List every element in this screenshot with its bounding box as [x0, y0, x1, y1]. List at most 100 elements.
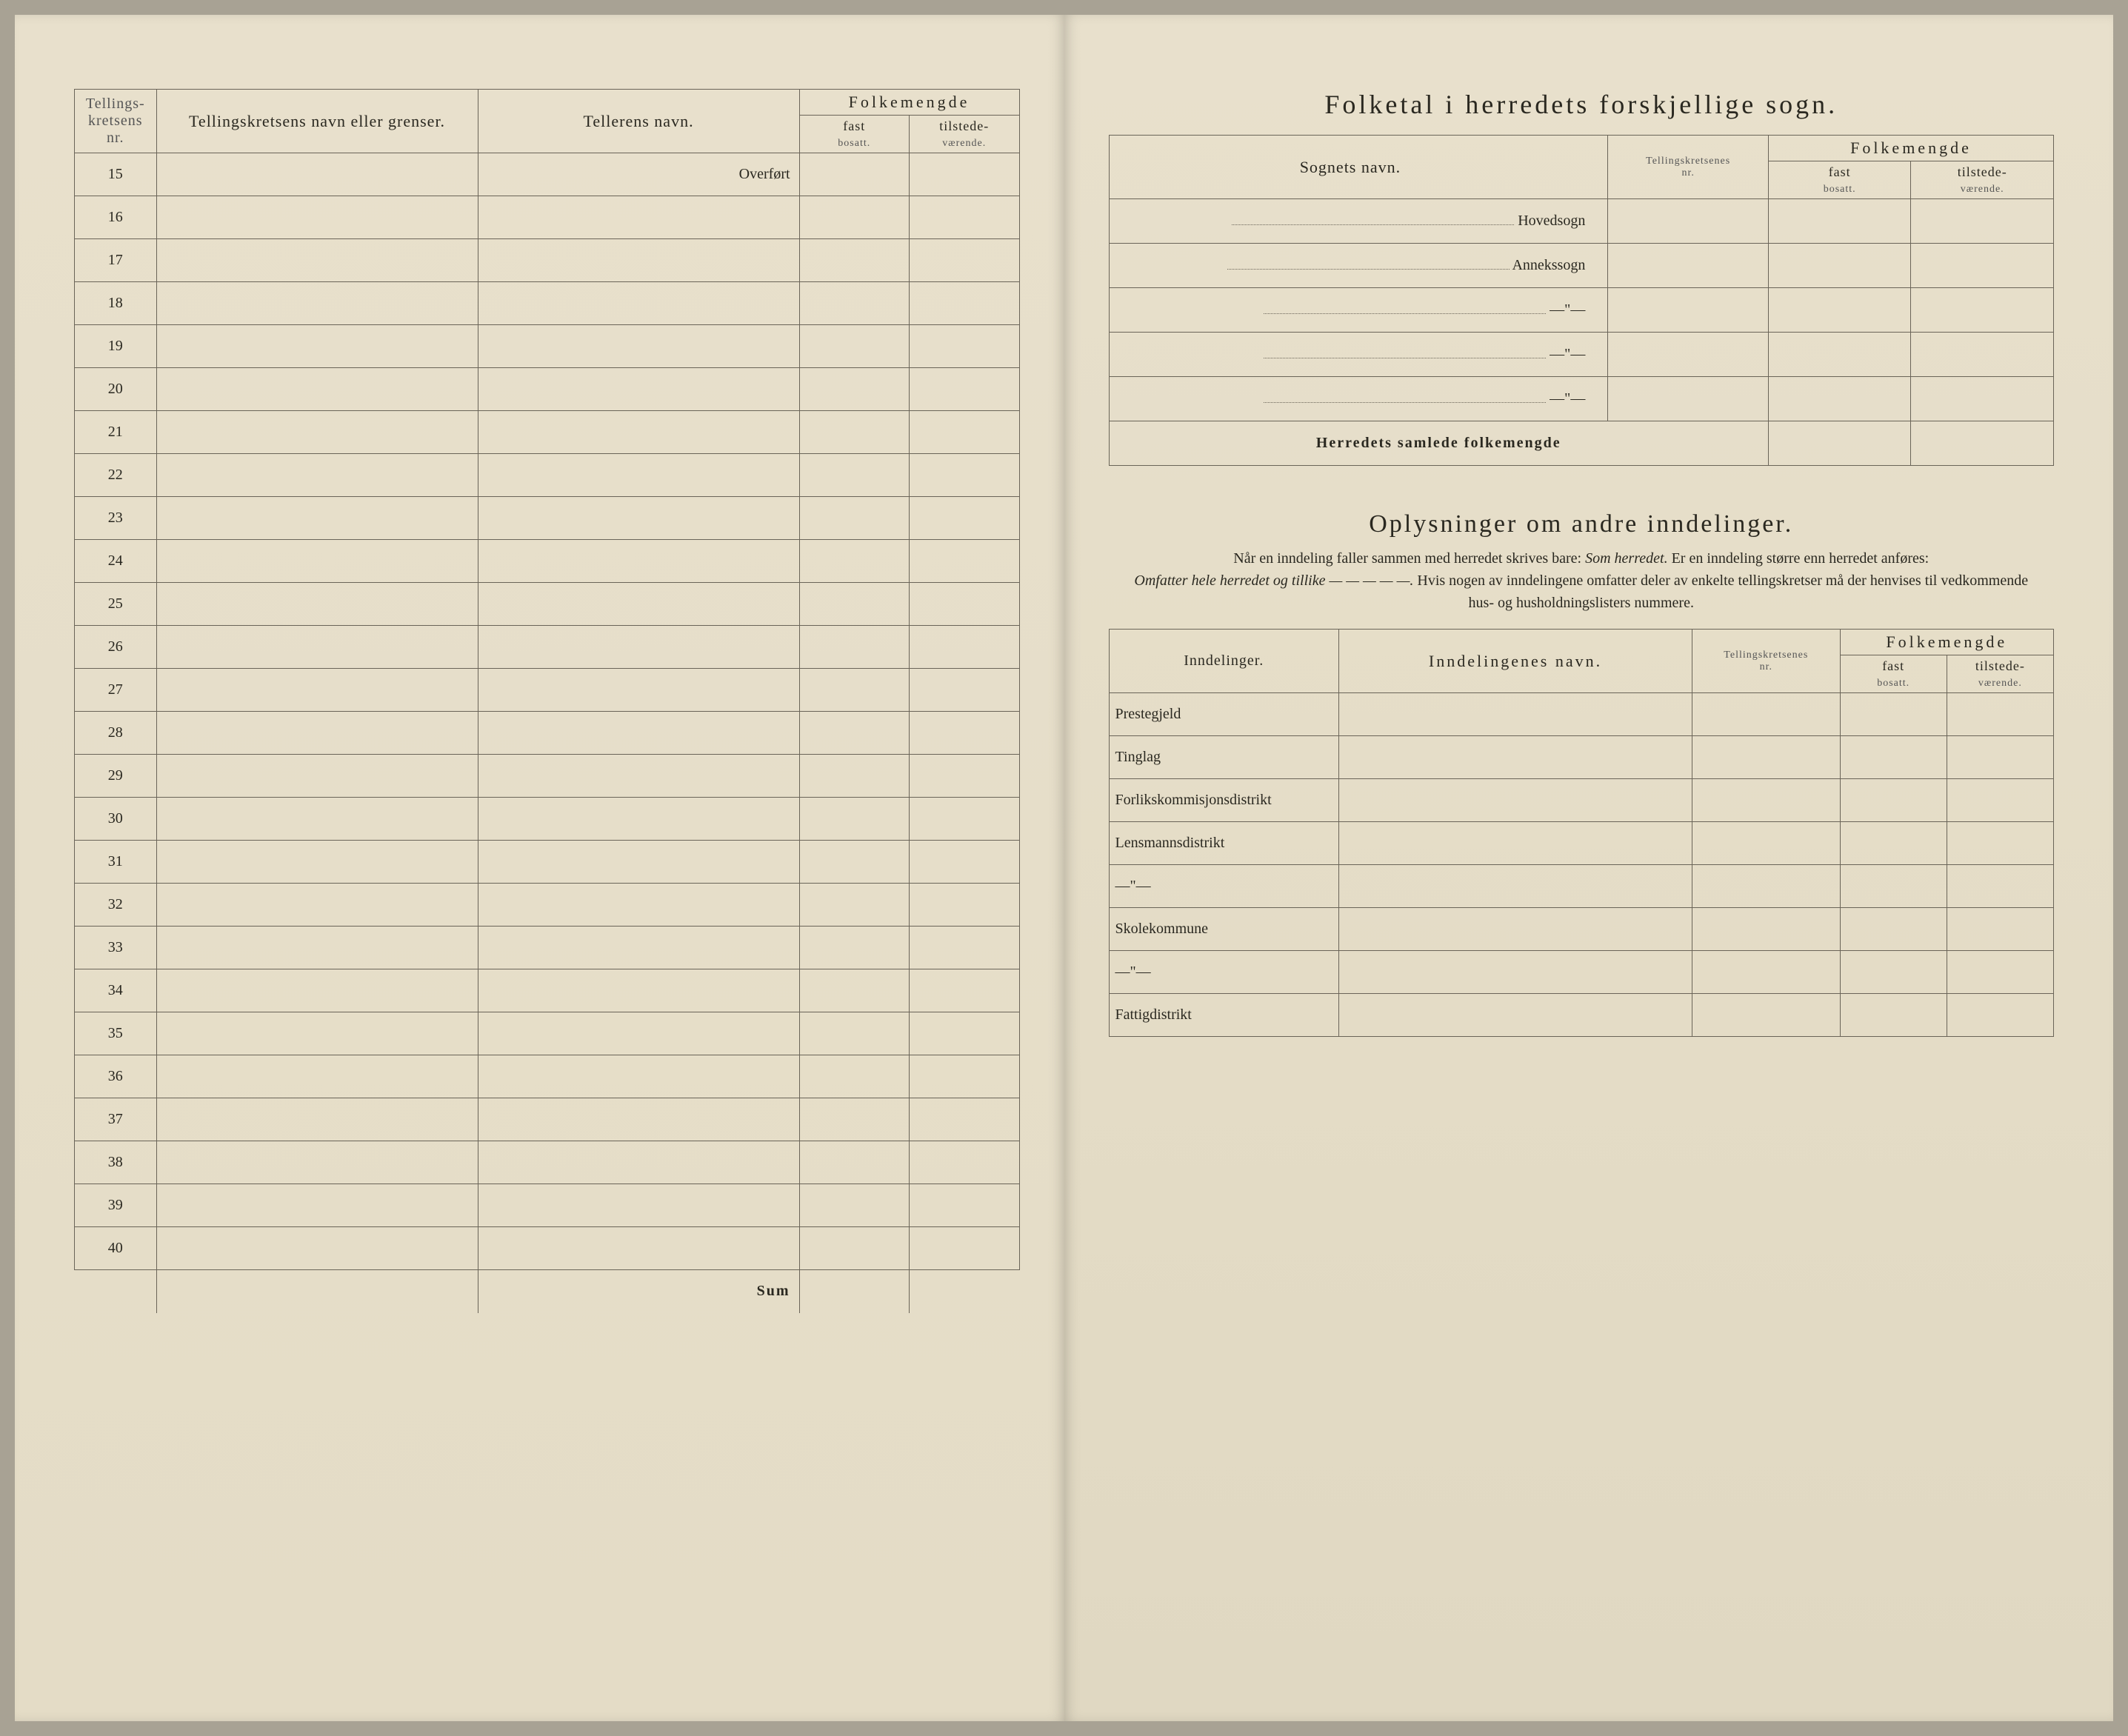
row-teller — [478, 368, 799, 411]
innd-tilstede — [1947, 865, 2053, 908]
row-teller — [478, 841, 799, 884]
row-krets — [156, 583, 478, 626]
row-tilstede — [910, 325, 1020, 368]
innd-fast — [1840, 693, 1947, 736]
sogn-tilstede — [1911, 288, 2054, 333]
row-nr: 15 — [75, 153, 157, 196]
header-innd: Inndelinger. — [1109, 630, 1339, 693]
header-tilstede: tilstede-værende. — [1947, 655, 2053, 693]
innd-name — [1339, 865, 1692, 908]
row-krets — [156, 1012, 478, 1055]
sogn-tk — [1608, 199, 1769, 244]
innd-tilstede — [1947, 779, 2053, 822]
row-teller — [478, 1012, 799, 1055]
row-fast — [799, 1012, 909, 1055]
innd-name — [1339, 822, 1692, 865]
sogn-fast — [1768, 199, 1911, 244]
innd-name — [1339, 994, 1692, 1037]
innd-fast — [1840, 951, 1947, 994]
row-tilstede — [910, 626, 1020, 669]
row-teller — [478, 497, 799, 540]
sogn-fast — [1768, 244, 1911, 288]
sogn-tilstede — [1911, 377, 2054, 421]
row-nr: 21 — [75, 411, 157, 454]
row-tilstede — [910, 798, 1020, 841]
innd-row-label: Prestegjeld — [1109, 693, 1339, 736]
row-krets — [156, 239, 478, 282]
row-nr: 25 — [75, 583, 157, 626]
innd-fast — [1840, 779, 1947, 822]
row-krets — [156, 798, 478, 841]
row-fast — [799, 884, 909, 927]
row-nr: 34 — [75, 969, 157, 1012]
row-tilstede — [910, 969, 1020, 1012]
sogn-fast — [1768, 288, 1911, 333]
innd-tk — [1692, 908, 1840, 951]
innd-tk — [1692, 951, 1840, 994]
row-nr: 31 — [75, 841, 157, 884]
row-fast — [799, 411, 909, 454]
row-fast — [799, 1098, 909, 1141]
row-nr: 40 — [75, 1227, 157, 1270]
innd-tk — [1692, 865, 1840, 908]
row-tilstede — [910, 153, 1020, 196]
row-fast — [799, 368, 909, 411]
innd-tilstede — [1947, 994, 2053, 1037]
innd-row-label: Tinglag — [1109, 736, 1339, 779]
row-tilstede — [910, 755, 1020, 798]
header-tilstede: tilstede-værende. — [910, 116, 1020, 153]
row-tilstede — [910, 1184, 1020, 1227]
innd-row-label: Skolekommune — [1109, 908, 1339, 951]
row-teller — [478, 669, 799, 712]
row-teller — [478, 1227, 799, 1270]
row-fast — [799, 282, 909, 325]
row-nr: 29 — [75, 755, 157, 798]
samlede-label: Herredets samlede folkemengde — [1109, 421, 1768, 466]
row-krets — [156, 755, 478, 798]
sogn-row-label: Annekssogn — [1109, 244, 1608, 288]
row-krets — [156, 969, 478, 1012]
row-teller — [478, 1098, 799, 1141]
row-nr: 27 — [75, 669, 157, 712]
innd-fast — [1840, 994, 1947, 1037]
row-teller — [478, 712, 799, 755]
row-krets — [156, 325, 478, 368]
sogn-tk — [1608, 288, 1769, 333]
innd-tk — [1692, 736, 1840, 779]
row-fast — [799, 1055, 909, 1098]
row-teller — [478, 1184, 799, 1227]
row-fast — [799, 798, 909, 841]
row-teller — [478, 282, 799, 325]
sogn-fast — [1768, 377, 1911, 421]
row-nr: 19 — [75, 325, 157, 368]
innd-fast — [1840, 865, 1947, 908]
row-tilstede — [910, 669, 1020, 712]
row-teller — [478, 540, 799, 583]
header-inndname: Inndelingenes navn. — [1339, 630, 1692, 693]
sogn-tk — [1608, 333, 1769, 377]
row-teller — [478, 454, 799, 497]
row-tilstede — [910, 927, 1020, 969]
row-nr: 23 — [75, 497, 157, 540]
sogn-tilstede — [1911, 333, 2054, 377]
header-sognet: Sognets navn. — [1109, 136, 1608, 199]
row-krets — [156, 1098, 478, 1141]
innd-title: Oplysninger om andre inndelinger. — [1109, 510, 2055, 538]
row-fast — [799, 583, 909, 626]
row-tilstede — [910, 368, 1020, 411]
row-fast — [799, 841, 909, 884]
header-tk: Tellingskretsenes nr. — [1608, 136, 1769, 199]
header-tilstede: tilstede-værende. — [1911, 161, 2054, 199]
row-nr: 39 — [75, 1184, 157, 1227]
row-fast — [799, 1141, 909, 1184]
row-tilstede — [910, 239, 1020, 282]
row-fast — [799, 755, 909, 798]
row-krets — [156, 884, 478, 927]
innd-tilstede — [1947, 736, 2053, 779]
row-krets — [156, 497, 478, 540]
row-tilstede — [910, 1227, 1020, 1270]
row-teller — [478, 1141, 799, 1184]
row-fast — [799, 153, 909, 196]
row-teller — [478, 1055, 799, 1098]
instructions: Når en inndeling faller sammen med herre… — [1109, 547, 2055, 614]
